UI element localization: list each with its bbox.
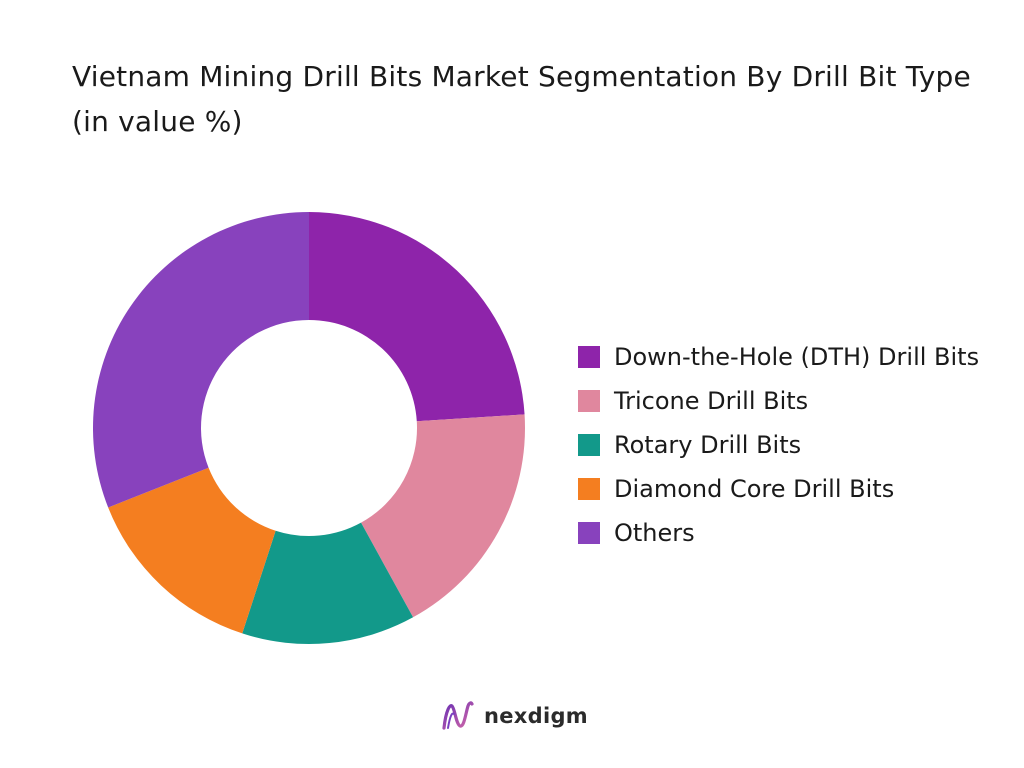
legend-item: Diamond Core Drill Bits [578,470,1018,508]
legend-label: Tricone Drill Bits [614,387,809,415]
legend-label: Diamond Core Drill Bits [614,475,895,503]
brand: nexdigm [440,698,588,734]
donut-slice-3 [108,467,276,634]
legend-item: Rotary Drill Bits [578,426,1018,464]
legend-swatch [578,390,600,412]
legend-label: Down-the-Hole (DTH) Drill Bits [614,343,980,371]
chart-title: Vietnam Mining Drill Bits Market Segment… [72,60,971,138]
donut-slice-1 [361,414,525,618]
chart-legend: Down-the-Hole (DTH) Drill Bits Tricone Dr… [578,338,1018,558]
legend-item: Tricone Drill Bits [578,382,1018,420]
legend-label: Rotary Drill Bits [614,431,802,459]
legend-label: Others [614,519,695,547]
legend-item: Down-the-Hole (DTH) Drill Bits [578,338,1018,376]
donut-slice-4 [93,212,310,508]
nexdigm-logo-icon [442,701,474,730]
donut-slice-0 [309,212,525,422]
legend-swatch [578,478,600,500]
legend-swatch [578,434,600,456]
legend-item: Others [578,514,1018,552]
legend-swatch [578,522,600,544]
donut-slice-2 [242,522,414,644]
legend-swatch [578,346,600,368]
brand-name: nexdigm [484,704,588,728]
